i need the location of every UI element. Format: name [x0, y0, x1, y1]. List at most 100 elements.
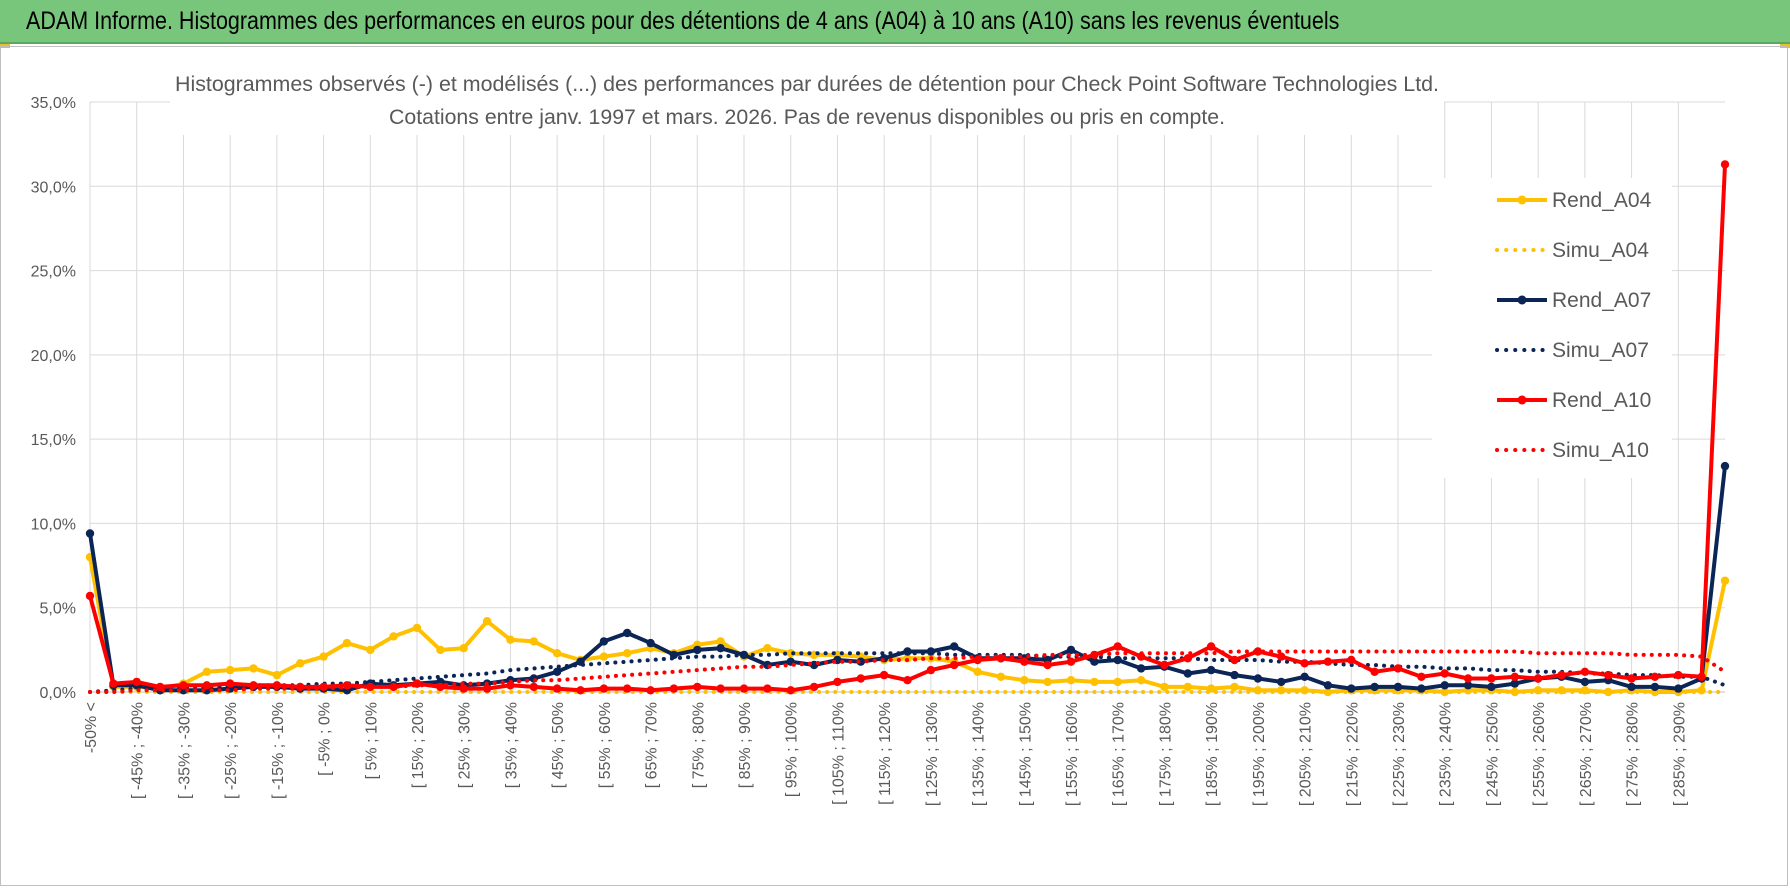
- header-banner: ADAM Informe. Histogrammes des performan…: [0, 0, 1790, 44]
- data-point-rend_a10: [1533, 674, 1543, 683]
- data-point-rend_a07: [599, 637, 609, 646]
- data-point-rend_a10: [132, 677, 141, 687]
- legend: Rend_A04 Simu_A04 Rend_A07 Simu_A07 Rend_A10…: [1432, 178, 1672, 478]
- legend-label: Simu_A10: [1552, 439, 1649, 462]
- data-point-rend_a04: [1604, 687, 1613, 697]
- x-tick-label: [ 205% ; 210%: [1298, 702, 1315, 806]
- legend-label: Rend_A10: [1552, 389, 1651, 412]
- y-axis-ticks: 0,0% 5,0% 10,0% 15,0% 20,0% 25,0% 30,0% 35,0%: [31, 95, 76, 702]
- data-point-rend_a10: [1510, 672, 1520, 681]
- data-point-rend_a07: [1090, 657, 1099, 666]
- x-tick-label: [ 155% ; 160%: [1064, 702, 1081, 806]
- data-point-rend_a07: [1650, 682, 1660, 692]
- data-point-rend_a10: [85, 591, 95, 601]
- data-point-rend_a10: [552, 684, 562, 693]
- series-lines: [85, 160, 1730, 697]
- data-point-rend_a04: [1136, 676, 1146, 685]
- data-point-rend_a04: [202, 667, 211, 676]
- data-point-rend_a07: [1347, 684, 1356, 693]
- x-tick-label: [ 5% ; 10%: [363, 702, 380, 779]
- data-point-rend_a10: [202, 681, 211, 690]
- legend-background: [1432, 178, 1672, 478]
- data-point-rend_a10: [763, 684, 772, 693]
- data-point-rend_a10: [809, 682, 819, 692]
- data-point-rend_a07: [1136, 664, 1146, 673]
- data-point-rend_a07: [1674, 684, 1683, 693]
- data-point-rend_a04: [623, 649, 632, 658]
- data-point-rend_a07: [693, 645, 702, 655]
- x-tick-label: [ -15% ; -10%: [270, 702, 287, 799]
- data-point-rend_a04: [366, 645, 375, 655]
- data-point-rend_a10: [786, 686, 795, 695]
- data-point-rend_a10: [623, 684, 632, 693]
- data-point-rend_a10: [1487, 674, 1496, 683]
- data-point-rend_a10: [459, 684, 468, 693]
- y-tick-label: 10,0%: [31, 516, 76, 533]
- y-tick-label: 35,0%: [31, 95, 76, 112]
- series-line-rend_a04: [88, 556, 1727, 694]
- data-point-rend_a10: [1720, 160, 1730, 169]
- data-point-rend_a07: [1183, 669, 1193, 678]
- data-point-rend_a10: [950, 660, 959, 670]
- y-tick-label: 30,0%: [31, 179, 76, 196]
- legend-marker: [1517, 195, 1527, 205]
- data-point-rend_a07: [1253, 674, 1263, 683]
- data-point-rend_a10: [856, 674, 865, 683]
- data-point-rend_a07: [1440, 681, 1449, 690]
- y-tick-label: 25,0%: [31, 264, 76, 281]
- data-point-rend_a10: [903, 676, 912, 685]
- data-point-rend_a07: [1206, 665, 1216, 675]
- data-point-rend_a07: [1323, 681, 1333, 690]
- data-point-rend_a04: [552, 649, 562, 658]
- series-line-simu_a10: [88, 649, 1727, 694]
- data-point-rend_a04: [1066, 676, 1076, 685]
- data-point-rend_a10: [225, 679, 235, 688]
- data-point-rend_a10: [926, 665, 936, 675]
- data-point-rend_a07: [1393, 682, 1403, 692]
- data-point-rend_a07: [716, 644, 725, 653]
- data-point-rend_a10: [179, 681, 188, 690]
- chart-title-line-1: Histogrammes observés (-) et modélisés (…: [175, 73, 1439, 96]
- data-point-rend_a07: [1510, 679, 1520, 688]
- legend-label: Simu_A04: [1552, 239, 1649, 262]
- x-tick-label: [ 135% ; 140%: [971, 702, 988, 806]
- data-point-rend_a07: [1720, 461, 1730, 471]
- x-tick-label: [ 265% ; 270%: [1578, 702, 1595, 806]
- x-tick-label: [ 175% ; 180%: [1157, 702, 1174, 806]
- x-tick-label: [ 215% ; 220%: [1344, 702, 1361, 806]
- data-point-rend_a04: [786, 649, 795, 658]
- data-point-rend_a04: [1090, 677, 1099, 687]
- data-point-rend_a10: [389, 682, 398, 692]
- data-point-rend_a07: [1627, 682, 1636, 692]
- data-point-rend_a07: [623, 628, 632, 638]
- data-point-rend_a10: [716, 684, 725, 693]
- legend-label: Rend_A07: [1552, 289, 1651, 312]
- data-point-rend_a10: [1697, 672, 1706, 681]
- data-point-rend_a04: [389, 632, 398, 641]
- x-tick-label: [ 35% ; 40%: [503, 702, 520, 788]
- data-point-rend_a10: [1113, 642, 1122, 651]
- data-point-rend_a04: [319, 652, 328, 661]
- data-point-rend_a10: [1557, 670, 1566, 680]
- data-point-rend_a07: [1417, 684, 1426, 693]
- data-point-rend_a07: [646, 638, 655, 648]
- legend-label: Simu_A07: [1552, 339, 1649, 362]
- x-tick-label: [ 275% ; 280%: [1625, 702, 1642, 806]
- data-point-rend_a04: [459, 644, 468, 653]
- x-tick-label: [ 255% ; 260%: [1531, 702, 1548, 806]
- data-point-rend_a10: [1323, 657, 1333, 666]
- x-tick-label: [ 55% ; 60%: [597, 702, 614, 788]
- data-point-rend_a04: [506, 635, 515, 644]
- x-tick-label: [ 145% ; 150%: [1017, 702, 1034, 806]
- x-tick-label: [ 115% ; 120%: [877, 702, 894, 805]
- data-point-rend_a07: [1487, 682, 1496, 692]
- data-point-rend_a10: [1277, 652, 1286, 661]
- data-point-rend_a04: [599, 652, 609, 661]
- x-tick-label: [ 95% ; 100%: [784, 702, 801, 797]
- chart-title-line-2: Cotations entre janv. 1997 et mars. 2026…: [389, 106, 1225, 129]
- series-line-simu_a07: [88, 651, 1727, 694]
- data-point-rend_a07: [1580, 677, 1590, 687]
- data-point-rend_a10: [576, 686, 585, 695]
- data-point-rend_a04: [1113, 677, 1122, 687]
